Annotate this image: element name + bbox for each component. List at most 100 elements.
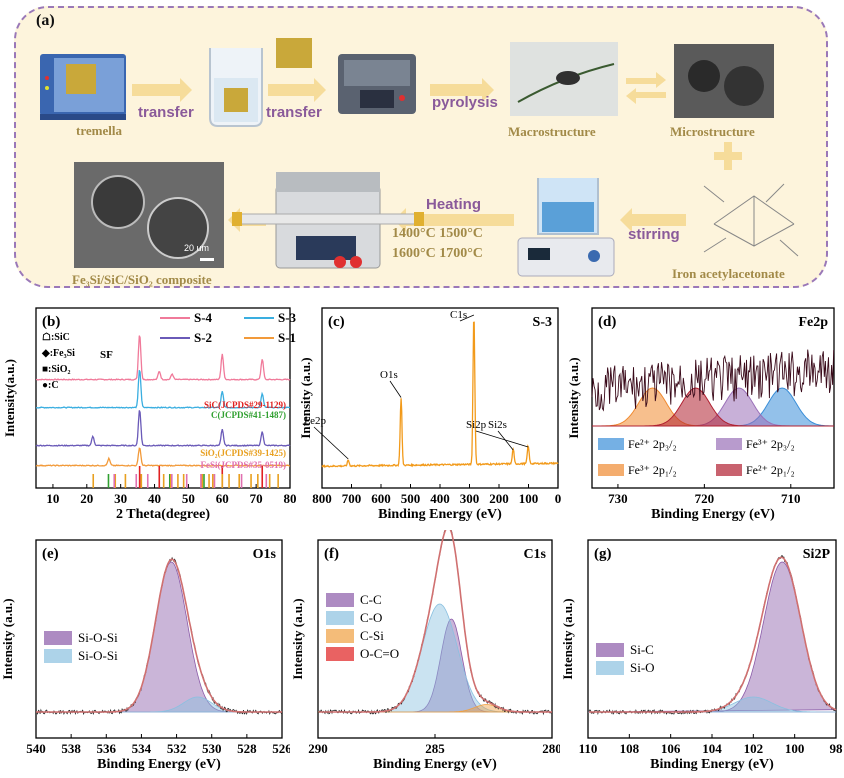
legend-label: C-C [360,592,382,607]
legend-swatch [598,438,624,450]
x-tick-label: 80 [284,491,297,506]
x-tick-label: 98 [830,741,844,756]
legend-label: S-2 [194,330,212,345]
plot-frame [591,307,835,489]
reference-label: C(JCPDS#41-1487) [211,410,286,420]
legend-label: Fe³⁺ 2p₃/₂ [746,437,795,451]
phase-marker-legend: ☖:SiC [42,332,70,343]
legend-swatch [44,631,72,645]
iron-acetylacetonate-label: Iron acetylacetonate [672,266,785,281]
legend-swatch [44,649,72,663]
x-tick-label: 50 [182,491,195,506]
tremella-label: tremella [76,123,122,138]
legend-label: Fe³⁺ 2p₁/₂ [628,463,677,477]
iron-acetylacetonate-molecule [703,183,799,257]
peak-pointer [389,380,402,398]
legend-swatch [326,629,354,643]
y-axis-title: Intensity (a.u.) [290,598,305,679]
phase-marker-legend: ●:C [42,380,59,391]
plot-frame [35,539,283,739]
x-tick-label: 104 [702,741,722,756]
panel-title: O1s [253,547,277,562]
x-tick-label: 0 [555,491,562,506]
peak-label: Si2s [488,419,507,431]
x-tick-label: 100 [785,741,805,756]
panel-label: (e) [42,546,59,562]
x-axis-title: Binding Energy (eV) [651,507,775,522]
x-tick-label: 600 [371,491,391,506]
legend-label: O-C=O [360,646,399,661]
legend-label: Fe²⁺ 2p₃/₂ [628,437,677,451]
legend-label: C-O [360,610,382,625]
chart-d-fe2p: 730 720 710 Binding Energy (eV) Intensity (a… [568,307,835,522]
x-tick-label: 532 [167,741,187,756]
temperature-label-1: 1400°C 1500°C [392,226,483,241]
x-tick-label: 108 [620,741,640,756]
reference-label: FeSi(JCPDS#35-0519) [201,460,287,470]
x-tick-label: 540 [26,741,46,756]
fit-component [587,561,837,713]
peak-pointer [475,430,529,448]
oven-illustration [40,54,126,120]
stirring-label: stirring [628,226,680,243]
x-tick-label: 526 [272,741,290,756]
fit-envelope [588,556,837,713]
y-axis-title: Intensity (a.u.) [0,598,15,679]
legend-label: Si-O-Si [78,648,118,663]
legend-label: S-1 [278,330,296,345]
survey-spectrum [321,321,559,469]
y-axis-title: Intensity (a.u.) [568,357,581,438]
xrd-series-s-2 [35,410,291,447]
x-tick-label: 720 [695,491,715,506]
fe2p-component [592,387,834,427]
fe2p-raw-signal [591,349,835,412]
peak-label: Si2p [466,419,487,431]
legend-swatch [716,464,742,476]
peak-pointer [497,430,514,451]
phase-marker-legend: ■:SiO₂ [42,364,71,375]
xrd-series-s-1 [35,447,291,467]
x-tick-label: 106 [661,741,681,756]
chart-g-si2p: 110 108 106 104 102 100 98 Binding Energy (eV) I… [560,539,844,772]
x-tick-label: 528 [237,741,257,756]
x-tick-label: 70 [250,491,263,506]
furnace-illustration [338,54,416,114]
reference-label: SiO₂(JCPDS#39-1425) [200,448,286,458]
heating-label: Heating [426,196,482,213]
x-tick-label: 30 [114,491,127,506]
x-tick-label: 300 [460,491,480,506]
panel-label: (g) [594,546,612,562]
legend-label: Si-O [630,660,655,675]
panel-title: S-3 [533,315,552,330]
plot-frame [321,307,559,489]
y-axis-title: Intensity (a.u.) [300,357,313,438]
macrostructure-label: Macrostructure [508,124,596,139]
y-axis-title: Intensity(a.u.) [2,359,17,437]
x-axis-title: Binding Energy (eV) [373,757,497,772]
x-tick-label: 536 [97,741,117,756]
fit-envelope [318,530,552,713]
x-tick-label: 700 [342,491,362,506]
x-axis-title: Binding Energy (eV) [97,757,221,772]
fit-component [36,561,282,713]
magnetic-stirrer-illustration [517,178,615,277]
legend-label: C-Si [360,628,384,643]
panel-title: Fe2p [798,315,828,330]
xrd-series-s-3 [35,370,291,409]
panel-label: (b) [42,314,60,330]
legend-label: S-3 [278,310,297,325]
x-tick-label: 20 [80,491,93,506]
beaker-illustration [209,38,312,127]
phase-marker-legend: ◆:Fe₃Si [41,348,75,359]
x-tick-label: 40 [148,491,161,506]
peak-label: C1s [450,309,467,321]
x-tick-label: 800 [312,491,332,506]
legend-swatch [716,438,742,450]
transfer-label-2: transfer [266,104,322,121]
scale-bar-label: 20 um [184,243,210,253]
chart-e-o1s: 540 538 536 534 532 530 528 526 Binding Energy (… [0,539,290,772]
x-tick-label: 290 [308,741,328,756]
temperature-label-2: 1600°C 1700°C [392,246,483,261]
x-tick-label: 110 [579,741,598,756]
panel-label: (d) [598,314,616,330]
